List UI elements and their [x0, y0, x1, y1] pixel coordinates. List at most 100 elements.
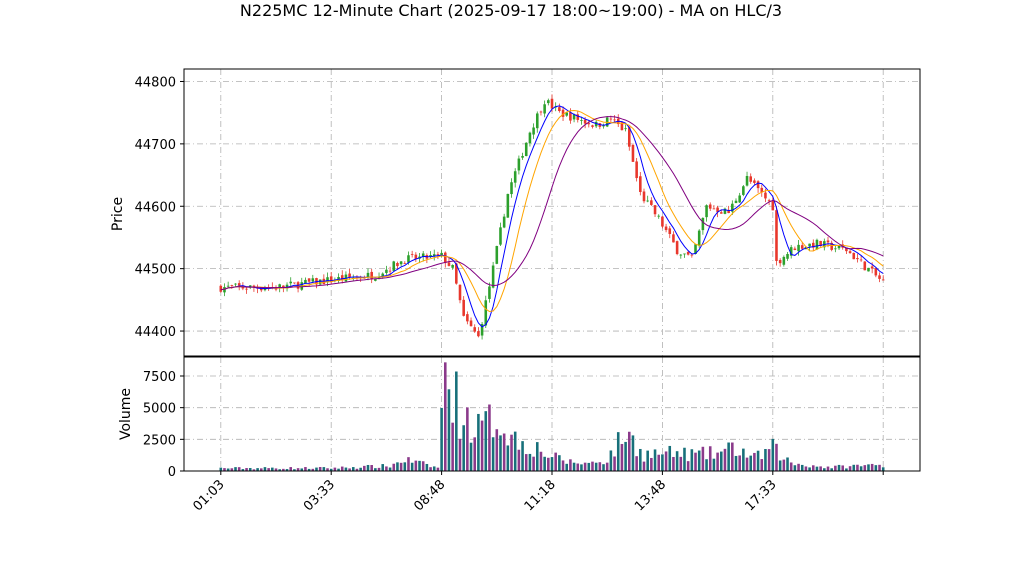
volume-bar — [690, 449, 694, 471]
volume-bar — [230, 468, 234, 471]
volume-bar — [646, 450, 649, 471]
volume-bar — [580, 464, 583, 471]
candle-body — [410, 254, 414, 255]
candle-body — [293, 282, 296, 284]
candle-body — [624, 128, 627, 130]
candle-body — [491, 265, 495, 288]
volume-bar — [675, 451, 679, 471]
volume-bar — [311, 468, 315, 471]
volume-bar — [355, 468, 359, 471]
volume-bar — [455, 371, 458, 471]
volume-bar — [528, 453, 532, 471]
volume-bar — [547, 457, 550, 471]
volume-bar — [745, 457, 749, 471]
candle-body — [407, 255, 410, 263]
candle-body — [455, 263, 458, 284]
candle-body — [289, 281, 293, 284]
volume-bar — [513, 431, 517, 471]
moving-averages — [220, 105, 884, 328]
volume-bar — [263, 467, 267, 471]
volume-bar — [583, 462, 587, 471]
candle-body — [705, 205, 708, 218]
price-y-tick-label: 44400 — [135, 325, 176, 340]
candle-body — [521, 155, 524, 158]
candle-body — [263, 288, 267, 291]
candle-body — [742, 186, 745, 195]
volume-bar — [396, 462, 399, 471]
volume-bar — [561, 460, 565, 471]
candle-body — [558, 107, 561, 112]
volume-bar — [432, 466, 436, 471]
candle-body — [650, 200, 653, 205]
candle-body — [797, 244, 800, 252]
volume-bar — [491, 437, 495, 471]
candle-body — [510, 182, 513, 195]
candle-body — [771, 201, 775, 211]
candle-body — [753, 180, 756, 183]
volume-bar — [484, 411, 488, 471]
candle-body — [458, 284, 462, 301]
volume-bar — [348, 468, 351, 471]
price-axis-label: Price — [110, 197, 126, 231]
volume-bar — [436, 467, 440, 471]
candle-body — [690, 254, 694, 256]
candle-body — [870, 266, 874, 269]
candle-body — [502, 216, 506, 228]
candle-body — [532, 127, 535, 135]
candle-body — [477, 331, 480, 337]
candle-body — [219, 285, 223, 292]
volume-bar — [421, 461, 425, 471]
volume-bars — [219, 362, 885, 471]
volume-bar — [469, 442, 473, 471]
volume-axis-label: Volume — [118, 388, 134, 440]
candle-body — [282, 285, 285, 288]
volume-y-ticks: 0 2500 5000 7500 — [143, 370, 184, 480]
volume-bar — [771, 438, 775, 471]
volume-bar — [683, 447, 686, 471]
volume-bar — [285, 469, 289, 471]
volume-bar — [337, 468, 340, 471]
volume-bar — [477, 413, 480, 471]
volume-y-tick-label: 5000 — [143, 402, 176, 417]
candle-body — [639, 176, 642, 192]
candle-body — [852, 252, 856, 260]
candle-body — [613, 119, 616, 121]
volume-bar — [440, 407, 443, 471]
candle-body — [547, 100, 550, 104]
volume-bar — [686, 461, 690, 471]
candle-body — [259, 288, 263, 291]
candle-body — [392, 261, 396, 271]
volume-bar — [278, 469, 281, 471]
candle-body — [495, 246, 499, 264]
volume-bar — [425, 463, 429, 471]
candle-body — [385, 269, 388, 273]
candle-body — [749, 176, 753, 182]
candle-body — [469, 320, 473, 327]
volume-bar — [800, 464, 804, 471]
volume-bar — [756, 450, 760, 471]
candle-body — [377, 277, 381, 279]
volume-bar — [694, 452, 697, 471]
volume-bar — [631, 435, 635, 471]
volume-y-tick-label: 0 — [168, 465, 176, 480]
volume-bar — [377, 467, 381, 471]
volume-bar — [845, 468, 848, 471]
volume-bar — [786, 457, 789, 471]
volume-bar — [451, 422, 454, 471]
candle-body — [513, 171, 517, 183]
candle-body — [657, 215, 661, 217]
volume-bar — [410, 462, 414, 471]
candle-body — [550, 98, 554, 109]
x-tick-label: 08:48 — [411, 477, 448, 514]
volume-bar — [701, 446, 705, 471]
volume-bar — [374, 468, 377, 471]
x-tick-label: 01:03 — [191, 477, 228, 514]
candle-body — [789, 247, 793, 256]
candle-body — [701, 217, 705, 231]
volume-bar — [576, 463, 580, 471]
volume-bar — [226, 468, 230, 471]
candle-body — [572, 114, 576, 120]
volume-bar — [572, 462, 576, 471]
volume-bar — [834, 465, 837, 471]
volume-bar — [245, 468, 248, 471]
